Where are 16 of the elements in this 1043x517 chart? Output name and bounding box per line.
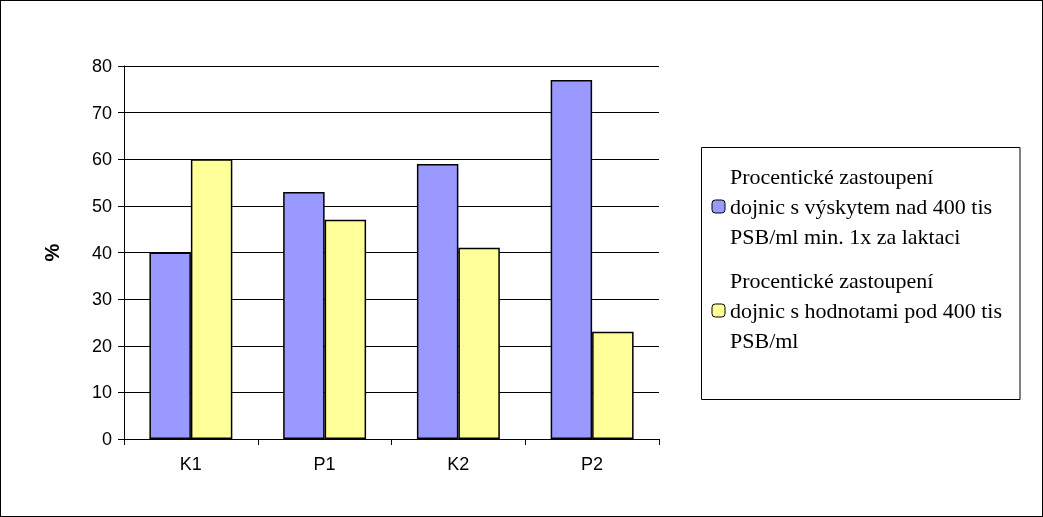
- y-axis-title: %: [41, 243, 63, 262]
- x-tick-label: K1: [179, 454, 202, 474]
- y-tick-label: 30: [91, 289, 112, 310]
- y-tick-label: 40: [91, 242, 112, 263]
- x-tick-label: K2: [447, 454, 470, 474]
- y-tick-label: 60: [91, 149, 112, 170]
- y-tick-label: 0: [101, 429, 112, 449]
- y-tick-label: 10: [91, 382, 112, 403]
- legend-label: Procentické zastoupení dojnic s hodnotami pod 400 tis PSB/ml: [730, 268, 1008, 353]
- y-tick-label: 20: [91, 335, 112, 356]
- y-tick-label: 50: [91, 195, 112, 216]
- y-tick-label: 80: [91, 56, 112, 76]
- legend-label: Procentické zastoupení dojnic s výskytem nad 400 tis PSB/ml min. 1x za laktaci: [730, 164, 998, 249]
- y-tick-label: 70: [91, 102, 112, 123]
- x-tick-label: P2: [581, 454, 604, 474]
- x-tick-label: P1: [313, 454, 336, 474]
